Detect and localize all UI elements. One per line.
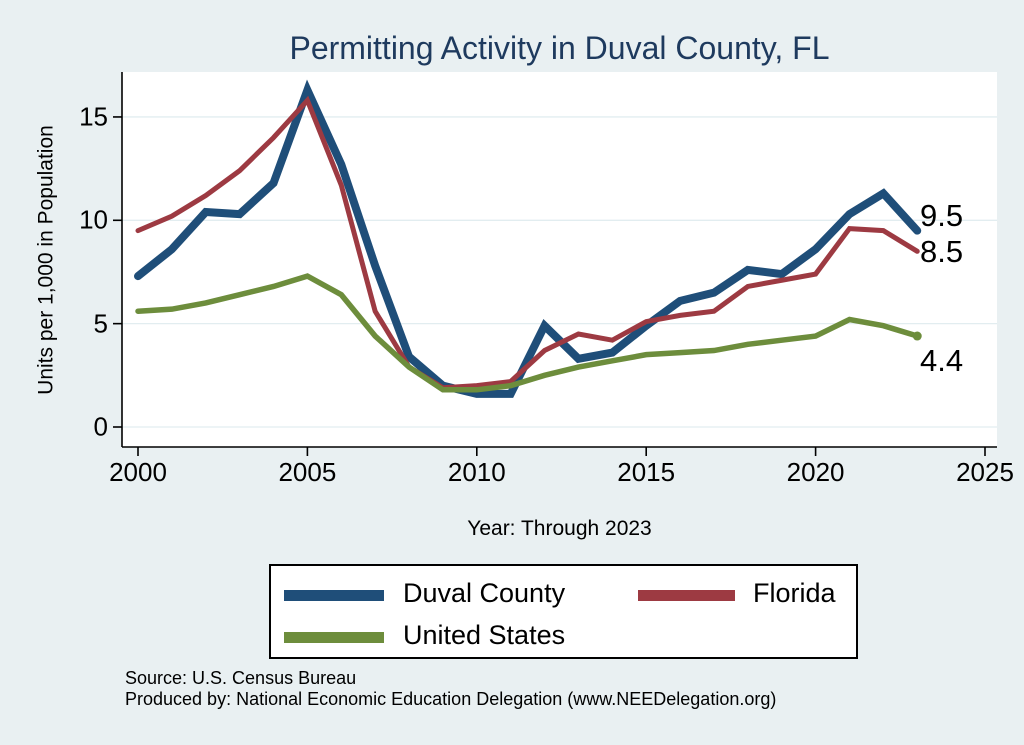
plot-area [113, 72, 997, 456]
y-tick-label: 0 [93, 411, 108, 442]
series-end-marker [912, 331, 922, 341]
end-label-duval: 9.5 [920, 198, 964, 233]
legend-label-florida: Florida [753, 578, 836, 608]
x-tick-label: 2010 [447, 457, 506, 487]
end-label-florida: 8.5 [920, 234, 964, 269]
produced-by-note: Produced by: National Economic Education… [125, 689, 777, 709]
y-tick-label: 5 [93, 308, 108, 339]
x-tick-label: 2025 [956, 457, 1014, 487]
x-axis-title: Year: Through 2023 [467, 517, 652, 540]
line-chart [113, 72, 997, 456]
series-line-florida [135, 95, 920, 391]
x-tick-label: 2005 [278, 457, 337, 487]
series-line-united-states [135, 273, 920, 393]
legend-label-united-states: United States [403, 620, 566, 650]
end-label-united-states: 4.4 [920, 343, 964, 378]
x-tick-label: 2000 [109, 457, 167, 487]
y-tick-label: 10 [79, 204, 108, 235]
legend-box: Duval County Florida United States [269, 564, 858, 659]
legend-swatch-united-states [284, 632, 384, 643]
legend-label-duval: Duval County [403, 578, 566, 608]
x-tick-label: 2020 [786, 457, 845, 487]
y-tick-label: 15 [79, 101, 108, 132]
series-line-duval-county [134, 79, 922, 398]
x-tick-label: 2015 [617, 457, 676, 487]
legend-swatch-duval [284, 590, 384, 601]
source-note: Source: U.S. Census Bureau [125, 668, 357, 688]
chart-title: Permitting Activity in Duval County, FL [289, 30, 830, 66]
legend-swatch-florida [638, 590, 735, 601]
